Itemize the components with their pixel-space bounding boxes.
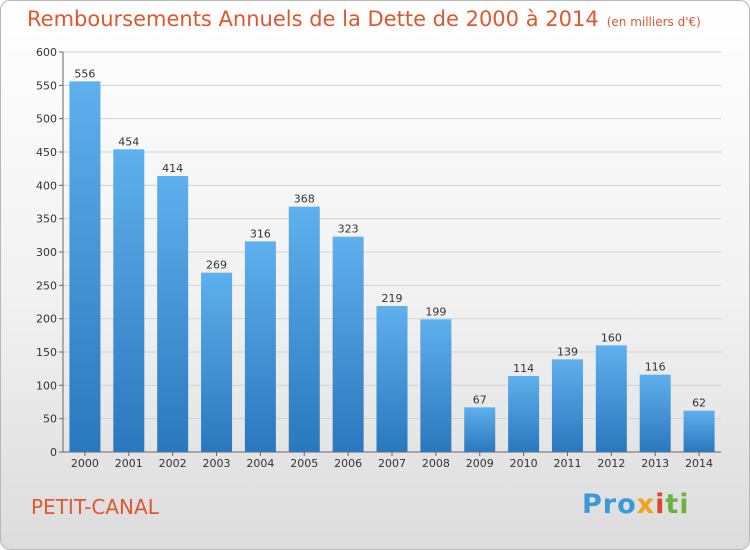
bar — [113, 149, 145, 453]
y-tick-label: 350 — [36, 213, 57, 226]
x-tick-label: 2001 — [115, 457, 143, 470]
data-label: 316 — [250, 227, 271, 240]
x-tick-label: 2000 — [71, 457, 99, 470]
y-tick-label: 150 — [36, 346, 57, 359]
bar — [157, 176, 189, 452]
y-tick-label: 550 — [36, 79, 57, 92]
x-tick-label: 2007 — [378, 457, 406, 470]
bar — [551, 359, 583, 452]
y-tick-label: 600 — [36, 46, 57, 59]
bar-chart: 0 50 100 150 200 250 300 350 400 450 500 550 600 556 2… — [36, 46, 721, 470]
y-tick-label: 300 — [36, 246, 57, 259]
data-label: 368 — [294, 193, 315, 206]
data-label: 116 — [645, 361, 666, 374]
data-label: 114 — [513, 362, 534, 375]
data-label: 556 — [74, 67, 95, 80]
x-tick-label: 2006 — [334, 457, 362, 470]
bar — [595, 345, 627, 452]
x-tick-label: 2008 — [422, 457, 450, 470]
data-label: 414 — [162, 162, 183, 175]
y-tick-label: 200 — [36, 313, 57, 326]
chart-title: Remboursements Annuels de la Dette de 20… — [27, 7, 701, 31]
y-tick-label: 500 — [36, 113, 57, 126]
bar — [201, 272, 233, 452]
x-tick-label: 2004 — [246, 457, 274, 470]
bar — [420, 319, 452, 452]
y-tick-label: 50 — [43, 413, 57, 426]
chart-unit: (en milliers d'€) — [606, 15, 701, 29]
data-label: 323 — [338, 223, 359, 236]
y-tick-label: 250 — [36, 279, 57, 292]
data-label: 139 — [557, 345, 578, 358]
bar — [639, 374, 671, 452]
bar — [69, 81, 101, 452]
x-tick-label: 2013 — [641, 457, 669, 470]
y-tick-label: 450 — [36, 146, 57, 159]
commune-name: PETIT-CANAL — [31, 495, 159, 519]
bar — [288, 206, 320, 452]
x-tick-label: 2012 — [597, 457, 625, 470]
data-label: 454 — [118, 135, 139, 148]
y-tick-label: 400 — [36, 179, 57, 192]
bar — [508, 376, 540, 452]
bar — [332, 236, 364, 452]
x-tick-label: 2014 — [685, 457, 713, 470]
data-label: 219 — [382, 292, 403, 305]
y-tick-label: 100 — [36, 379, 57, 392]
chart-title-text: Remboursements Annuels de la Dette de 20… — [27, 7, 599, 31]
x-tick-label: 2003 — [203, 457, 231, 470]
bar — [683, 410, 715, 452]
data-label: 269 — [206, 259, 227, 272]
bar — [376, 306, 408, 452]
data-label: 67 — [473, 393, 487, 406]
x-tick-label: 2011 — [553, 457, 581, 470]
x-tick-label: 2010 — [510, 457, 538, 470]
bar — [244, 241, 276, 452]
x-tick-label: 2002 — [159, 457, 187, 470]
data-label: 62 — [692, 397, 706, 410]
proxiti-logo[interactable]: Proxiti — [582, 489, 690, 520]
y-tick-label: 0 — [50, 446, 57, 459]
bar — [464, 407, 496, 452]
data-label: 199 — [425, 305, 446, 318]
x-tick-label: 2009 — [466, 457, 494, 470]
data-label: 160 — [601, 331, 622, 344]
x-tick-label: 2005 — [290, 457, 318, 470]
